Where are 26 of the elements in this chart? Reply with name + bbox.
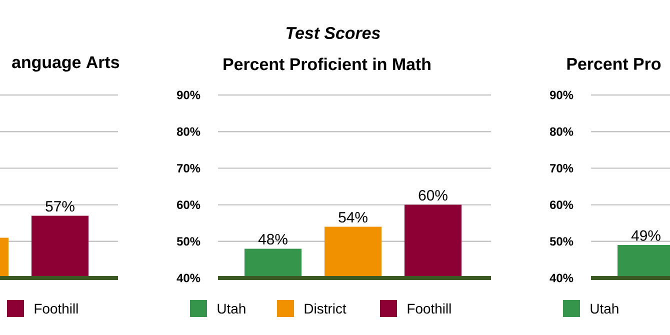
y-tick-label: 80% [176, 127, 200, 136]
chart-title: Test Scores [286, 27, 380, 39]
y-tick-label: 70% [177, 164, 200, 172]
y-tick-label: 40% [176, 274, 200, 282]
chart-title: anguage Arts [12, 56, 120, 72]
legend-label: Foothill [408, 303, 451, 314]
data-label: 48% [258, 234, 288, 245]
data-label: 57% [46, 201, 74, 212]
y-tick-label: 90% [550, 90, 574, 100]
chart-subtitle: Percent Proficient in Math [224, 58, 430, 70]
legend-label: Foothill [34, 303, 78, 314]
y-tick-label: 60% [176, 200, 200, 210]
chart-title: Percent Pro [567, 58, 661, 70]
legend-label: Utah [218, 303, 246, 314]
y-tick-label: 50% [176, 237, 200, 246]
y-tick-label: 40% [550, 274, 574, 282]
data-label: 54% [338, 212, 368, 223]
data-label: 49% [631, 230, 660, 241]
y-tick-label: 60% [550, 200, 574, 210]
y-tick-label: 80% [550, 127, 574, 136]
y-tick-label: 70% [550, 164, 574, 172]
y-tick-label: 50% [550, 237, 574, 246]
y-tick-label: 90% [176, 90, 200, 100]
data-label: 60% [418, 190, 448, 201]
legend-label: District [304, 303, 346, 314]
legend-label: Utah [590, 303, 618, 314]
